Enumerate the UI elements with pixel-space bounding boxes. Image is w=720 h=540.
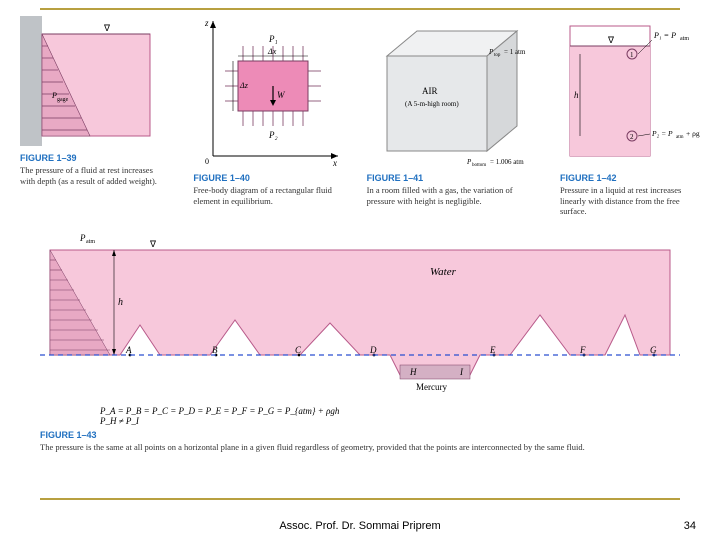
fig43-eq2: P_H ≠ P_I xyxy=(100,416,139,426)
svg-text:P₂ = P: P₂ = P xyxy=(651,129,673,138)
slide-page: ∇ P gage FIGURE 1–39 The pressure of a f… xyxy=(0,0,720,540)
fig42-diagram: ∇ 1 P₁ = Patm 2 P₂ = Patm + ρgh h xyxy=(560,16,700,171)
svg-text:atm: atm xyxy=(86,239,95,245)
svg-text:2: 2 xyxy=(630,133,634,141)
figure-1-42: ∇ 1 P₁ = Patm 2 P₂ = Patm + ρgh h FIGURE… xyxy=(560,16,700,217)
svg-text:B: B xyxy=(212,345,218,355)
fig42-caption: Pressure in a liquid at rest increases l… xyxy=(560,185,700,217)
fig40-diagram: z x 0 P₁ xyxy=(193,16,343,171)
svg-text:atm: atm xyxy=(676,135,684,140)
svg-text:∇: ∇ xyxy=(607,35,615,45)
fig39-diagram: ∇ P gage xyxy=(20,16,170,151)
fig43-caption: The pressure is the same at all points o… xyxy=(40,442,660,453)
fig40-caption: Free-body diagram of a rectangular fluid… xyxy=(193,185,343,206)
svg-text:Mercury: Mercury xyxy=(416,382,447,392)
figure-1-39: ∇ P gage FIGURE 1–39 The pressure of a f… xyxy=(20,16,170,186)
svg-text:bottom: bottom xyxy=(472,163,486,166)
top-figure-row: ∇ P gage FIGURE 1–39 The pressure of a f… xyxy=(20,16,700,217)
svg-text:D: D xyxy=(369,345,377,355)
fig43-eq: P_A = P_B = P_C = P_D = P_E = P_F = P_G … xyxy=(100,406,680,426)
svg-text:AIR: AIR xyxy=(422,86,438,96)
figure-1-41: Ptop = 1 atm AIR (A 5-m-high room) Pbott… xyxy=(367,16,537,206)
fig43-title: FIGURE 1–43 xyxy=(40,430,680,440)
fig41-title: FIGURE 1–41 xyxy=(367,173,537,183)
svg-text:= 1.006 atm: = 1.006 atm xyxy=(490,158,524,166)
svg-text:Δz: Δz xyxy=(239,81,249,90)
svg-text:Δx: Δx xyxy=(267,47,277,56)
fig39-title: FIGURE 1–39 xyxy=(20,153,170,163)
svg-text:+ ρgh: + ρgh xyxy=(686,129,700,138)
fig42-title: FIGURE 1–42 xyxy=(560,173,700,183)
svg-text:z: z xyxy=(204,18,209,28)
svg-text:G: G xyxy=(650,345,657,355)
svg-text:E: E xyxy=(489,345,496,355)
svg-text:x: x xyxy=(332,158,337,166)
svg-text:H: H xyxy=(409,367,417,377)
fig43-eq1: P_A = P_B = P_C = P_D = P_E = P_F = P_G … xyxy=(100,406,339,416)
svg-text:A: A xyxy=(125,345,132,355)
figure-1-43: ∇ Patm Water h xyxy=(40,225,680,453)
svg-text:top: top xyxy=(494,53,501,58)
svg-text:h: h xyxy=(118,297,123,308)
page-number: 34 xyxy=(684,520,696,532)
svg-text:C: C xyxy=(295,345,302,355)
svg-text:0: 0 xyxy=(205,157,209,166)
svg-text:P: P xyxy=(79,233,86,243)
footer-author: Assoc. Prof. Dr. Sommai Priprem xyxy=(0,520,720,532)
fig43-diagram: ∇ Patm Water h xyxy=(40,225,680,400)
svg-text:P₁ = P: P₁ = P xyxy=(653,31,676,40)
svg-text:Water: Water xyxy=(430,266,457,278)
svg-text:= 1 atm: = 1 atm xyxy=(504,48,526,56)
fig39-caption: The pressure of a fluid at rest increase… xyxy=(20,165,170,186)
fig40-title: FIGURE 1–40 xyxy=(193,173,343,183)
svg-text:∇: ∇ xyxy=(103,23,111,33)
svg-text:F: F xyxy=(579,345,586,355)
svg-text:h: h xyxy=(574,90,579,100)
figure-1-40: z x 0 P₁ xyxy=(193,16,343,206)
svg-text:P₁: P₁ xyxy=(268,34,278,44)
fig41-diagram: Ptop = 1 atm AIR (A 5-m-high room) Pbott… xyxy=(367,16,537,171)
top-rule xyxy=(40,8,680,10)
svg-text:gage: gage xyxy=(57,97,69,103)
svg-text:(A 5-m-high room): (A 5-m-high room) xyxy=(405,100,459,108)
bottom-rule xyxy=(40,498,680,500)
svg-text:∇: ∇ xyxy=(149,239,157,249)
svg-text:atm: atm xyxy=(680,36,689,42)
svg-text:P₂: P₂ xyxy=(268,130,278,140)
fig41-caption: In a room filled with a gas, the variati… xyxy=(367,185,537,206)
svg-text:1: 1 xyxy=(630,51,634,59)
